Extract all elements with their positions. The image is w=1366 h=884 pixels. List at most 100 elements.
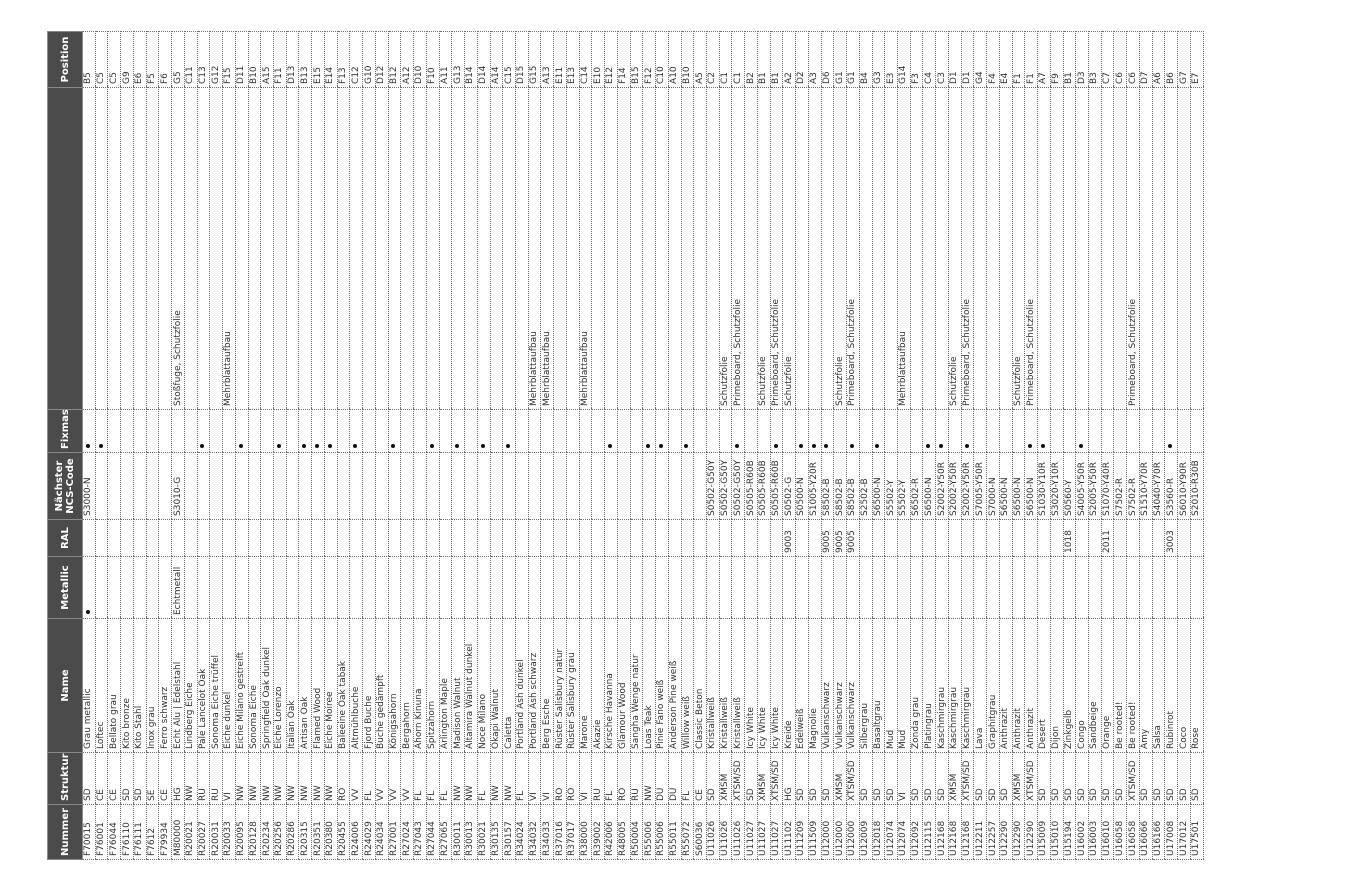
cell-struktur: VV bbox=[388, 752, 401, 805]
cell-fixmass bbox=[197, 409, 210, 453]
cell-metallic bbox=[298, 556, 312, 619]
cell-struktur: FL bbox=[681, 752, 694, 805]
cell-bemerkung bbox=[986, 87, 1000, 410]
table-row: R20380 NW Eiche Moiree E14 bbox=[324, 31, 338, 860]
cell-struktur: FL bbox=[515, 752, 529, 805]
cell-struktur: SD bbox=[1037, 752, 1051, 805]
cell-bemerkung: Stoßfuge, Schutzfolie bbox=[171, 87, 185, 410]
cell-metallic bbox=[477, 556, 490, 619]
cell-fixmass bbox=[540, 409, 554, 453]
cell-nummer: U12092 bbox=[910, 804, 923, 860]
table-row: R34032 VI Portland Ash schwarz Mehrblattauf… bbox=[528, 31, 541, 860]
cell-ncs: S3010-G bbox=[171, 452, 185, 520]
table-row: U16003 SD Sandbeige S2005-Y50R B3 bbox=[1088, 31, 1102, 860]
cell-position: B1 bbox=[757, 31, 771, 88]
cell-position: F1 bbox=[1012, 31, 1025, 88]
cell-ncs: S6502-R bbox=[910, 452, 923, 520]
cell-bemerkung bbox=[1050, 87, 1064, 410]
cell-nummer: U16166 bbox=[1152, 804, 1165, 860]
cell-fixmass bbox=[133, 409, 147, 453]
cell-struktur: DU bbox=[655, 752, 669, 805]
cell-struktur: SD bbox=[706, 752, 720, 805]
cell-name: Rüster Salisbury natur bbox=[553, 618, 567, 753]
cell-position: D1 bbox=[948, 31, 962, 88]
table-row: R34033 VI Berg Esche Mehrblattaufbau A13 bbox=[540, 31, 554, 860]
header-position: Position bbox=[47, 31, 83, 88]
table-row: R27024 VV Bergahorn A12 bbox=[400, 31, 414, 860]
cell-bemerkung bbox=[1075, 87, 1089, 410]
cell-metallic bbox=[209, 556, 223, 619]
cell-struktur: XTSM/SD bbox=[846, 752, 860, 805]
cell-metallic bbox=[999, 556, 1013, 619]
cell-bemerkung: Schutzfolie bbox=[719, 87, 732, 410]
cell-bemerkung bbox=[464, 87, 478, 410]
cell-name: Anthrazit bbox=[999, 618, 1013, 753]
table-row: R34024 FL Portland Ash dunkel D15 bbox=[515, 31, 529, 860]
cell-struktur: CE bbox=[158, 752, 172, 805]
cell-bemerkung bbox=[630, 87, 643, 410]
color-table: Nummer Struktur Name Metallic RAL Nächst… bbox=[47, 31, 1204, 860]
cell-fixmass bbox=[1088, 409, 1102, 453]
cell-ncs bbox=[528, 452, 541, 520]
cell-bemerkung bbox=[922, 87, 936, 410]
cell-position: C2 bbox=[706, 31, 720, 88]
cell-struktur: CE bbox=[693, 752, 707, 805]
cell-ral bbox=[655, 519, 669, 557]
cell-ral bbox=[324, 519, 338, 557]
header-struktur: Struktur bbox=[47, 752, 83, 805]
cell-nummer: R20351 bbox=[311, 804, 325, 860]
cell-position: E15 bbox=[311, 31, 325, 88]
cell-nummer: U12115 bbox=[922, 804, 936, 860]
cell-position: B10 bbox=[681, 31, 694, 88]
cell-bemerkung bbox=[400, 87, 414, 410]
cell-nummer: U17012 bbox=[1177, 804, 1191, 860]
cell-bemerkung: Mehrblattaufbau bbox=[897, 87, 911, 410]
cell-ncs bbox=[184, 452, 198, 520]
table-row: U17012 SD Coco S6010-Y90R G7 bbox=[1177, 31, 1191, 860]
cell-struktur: SD bbox=[1113, 752, 1127, 805]
cell-ral bbox=[298, 519, 312, 557]
cell-nummer: U11026 bbox=[719, 804, 732, 860]
cell-nummer: U12168 bbox=[935, 804, 949, 860]
cell-name: Fjord Buche bbox=[362, 618, 376, 753]
cell-fixmass bbox=[1050, 409, 1064, 453]
cell-struktur: VV bbox=[400, 752, 414, 805]
dot-icon bbox=[200, 444, 205, 448]
cell-metallic bbox=[388, 556, 401, 619]
cell-struktur: VI bbox=[528, 752, 541, 805]
cell-ncs bbox=[439, 452, 452, 520]
dot-icon bbox=[85, 444, 90, 448]
cell-bemerkung: Primeboard, Schutzfolie bbox=[846, 87, 860, 410]
cell-nummer: U12290 bbox=[1024, 804, 1038, 860]
table-row: U11027 XTSM/SD Icy White S0505-R60B Primeboa… bbox=[770, 31, 783, 860]
cell-bemerkung: Mehrblattaufbau bbox=[222, 87, 236, 410]
cell-name: Lindberg Eiche bbox=[184, 618, 198, 753]
dot-icon bbox=[1168, 444, 1173, 448]
cell-metallic bbox=[248, 556, 261, 619]
cell-fixmass bbox=[375, 409, 389, 453]
cell-name: Loftec bbox=[95, 618, 108, 753]
cell-ral bbox=[286, 519, 299, 557]
cell-bemerkung bbox=[668, 87, 682, 410]
cell-position: F10 bbox=[426, 31, 440, 88]
cell-ral bbox=[311, 519, 325, 557]
cell-ncs: S4005-Y50R bbox=[1075, 452, 1089, 520]
cell-bemerkung: Primeboard, Schutzfolie bbox=[961, 87, 974, 410]
cell-ral bbox=[540, 519, 554, 557]
cell-ral bbox=[349, 519, 363, 557]
cell-bemerkung bbox=[821, 87, 834, 410]
cell-fixmass bbox=[668, 409, 682, 453]
cell-ncs bbox=[693, 452, 707, 520]
table-row: R27043 FL Ahorn Kinuna D10 bbox=[413, 31, 427, 860]
cell-ncs bbox=[324, 452, 338, 520]
table-row: R55006 NW Loas Teak F12 bbox=[642, 31, 656, 860]
cell-bemerkung: Mehrblattaufbau bbox=[540, 87, 554, 410]
cell-struktur: SD bbox=[82, 752, 96, 805]
cell-metallic bbox=[235, 556, 249, 619]
cell-metallic bbox=[1024, 556, 1038, 619]
cell-ncs bbox=[566, 452, 580, 520]
table-row: R30013 NW Altamira Walnut dunkel B14 bbox=[464, 31, 478, 860]
cell-ral bbox=[579, 519, 592, 557]
cell-metallic bbox=[553, 556, 567, 619]
cell-position: C1 bbox=[719, 31, 732, 88]
